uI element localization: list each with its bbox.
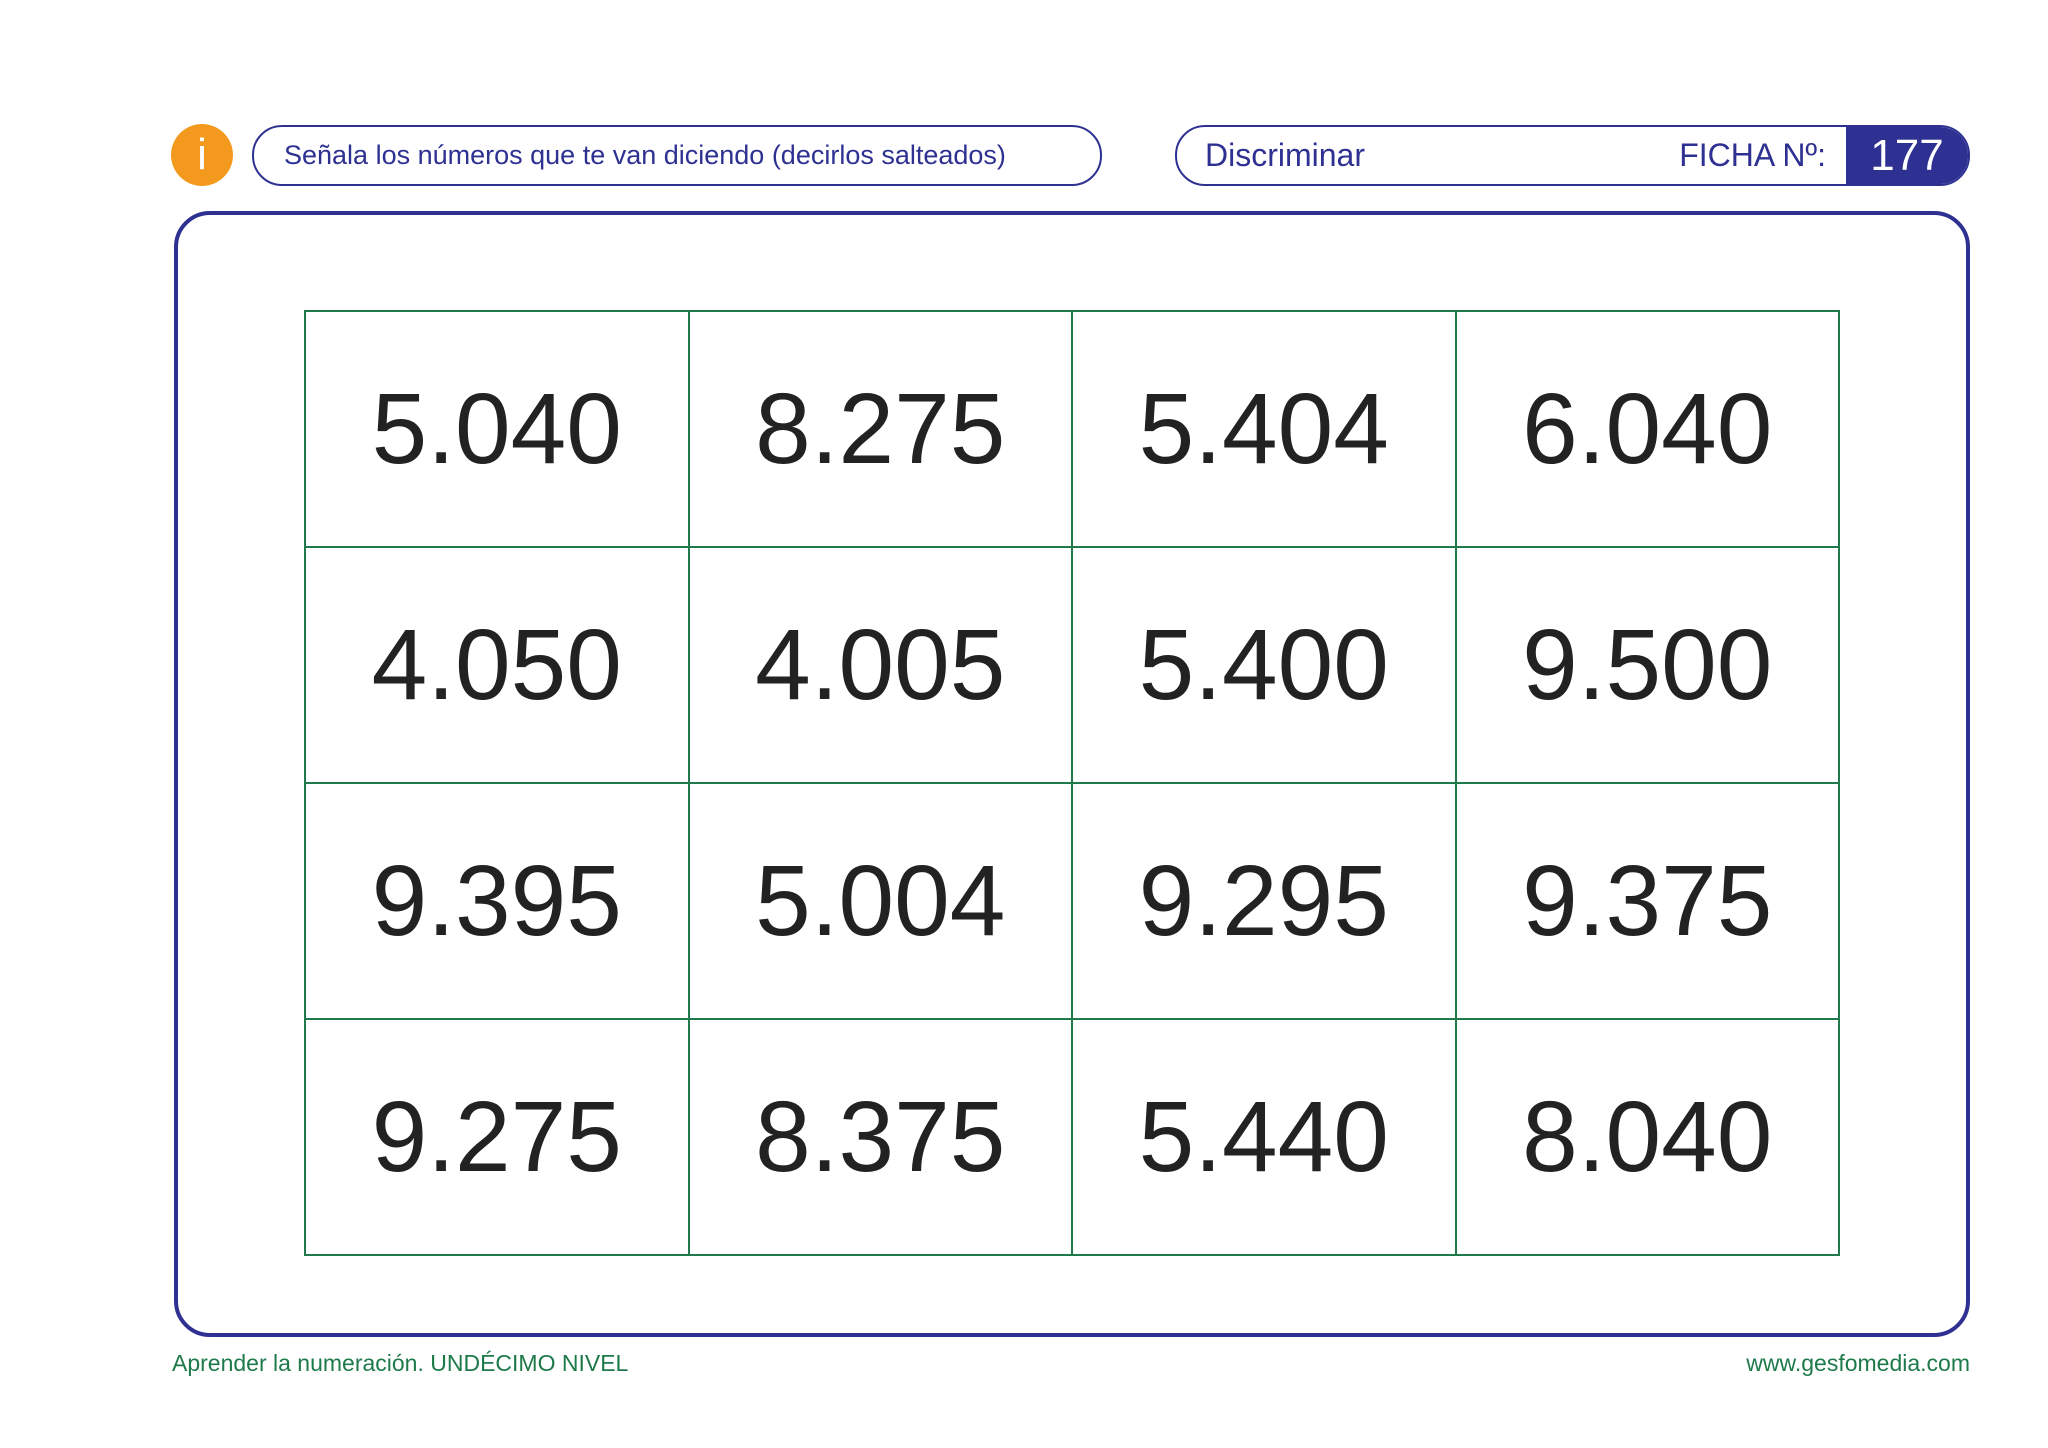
header-box: Discriminar FICHA Nº: 177 (1175, 125, 1970, 186)
number-cell: 9.395 (304, 782, 690, 1020)
instruction: Señala los números que te van diciendo (… (252, 125, 1102, 186)
number-cell: 9.500 (1454, 546, 1840, 784)
table-row: 9.395 5.004 9.295 9.375 (304, 782, 1840, 1020)
number-cell: 5.404 (1071, 310, 1457, 548)
number-cell: 6.040 (1454, 310, 1840, 548)
number-cell: 9.275 (304, 1018, 690, 1256)
frame (174, 211, 1970, 1337)
footer-right: www.gesfomedia.com (1746, 1350, 1970, 1376)
number-cell: 5.040 (304, 310, 690, 548)
number-cell: 5.440 (1071, 1018, 1457, 1256)
table-row: 4.050 4.005 5.400 9.500 (304, 546, 1840, 784)
table-row: 9.275 8.375 5.440 8.040 (304, 1018, 1840, 1256)
ficha-label: FICHA Nº: (1679, 137, 1826, 173)
number-cell: 8.375 (687, 1018, 1073, 1256)
info-icon: i (171, 124, 233, 186)
footer-left: Aprender la numeración. UNDÉCIMO NIVEL (172, 1350, 629, 1376)
number-cell: 8.040 (1454, 1018, 1840, 1256)
number-cell: 9.295 (1071, 782, 1457, 1020)
number-table: 5.040 8.275 5.404 6.040 4.050 4.005 5.400 9.500… (304, 310, 1840, 1256)
table-row: 5.040 8.275 5.404 6.040 (304, 310, 1840, 548)
number-cell: 4.005 (687, 546, 1073, 784)
number-cell: 5.400 (1071, 546, 1457, 784)
number-cell: 5.004 (687, 782, 1073, 1020)
number-cell: 9.375 (1454, 782, 1840, 1020)
topic: Discriminar (1205, 137, 1365, 173)
number-cell: 4.050 (304, 546, 690, 784)
ficha-number: 177 (1846, 127, 1968, 184)
number-cell: 8.275 (687, 310, 1073, 548)
